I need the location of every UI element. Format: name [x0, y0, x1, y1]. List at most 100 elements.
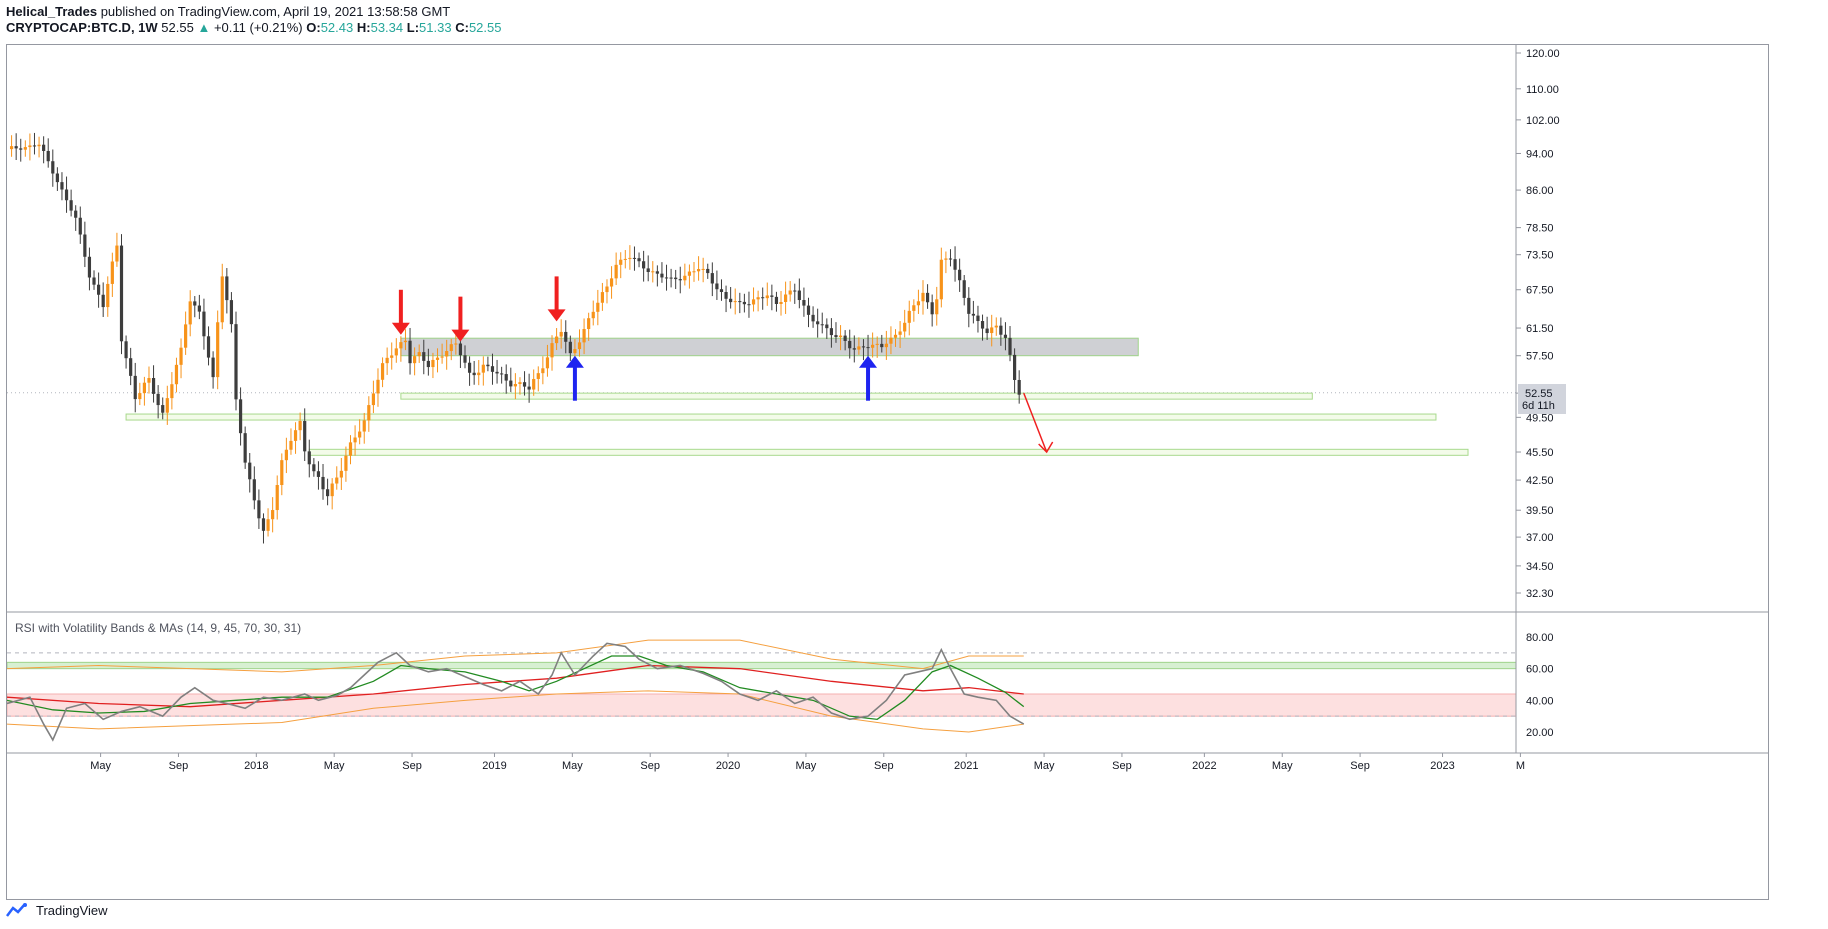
candle-up [445, 351, 449, 357]
rsi-band-lower [7, 690, 1024, 733]
candle-up [591, 311, 595, 319]
time-tick-label: 2020 [716, 760, 740, 772]
candle-up [165, 398, 169, 413]
candle-up [555, 336, 559, 344]
candle-up [898, 331, 902, 335]
candle-down [568, 341, 572, 354]
candle-down [97, 284, 101, 295]
rsi-tick-label: 60.00 [1526, 664, 1554, 676]
candle-down [248, 462, 252, 480]
candle-up [990, 327, 994, 334]
published-text: published on TradingView.com, April 19, … [100, 4, 451, 19]
ohlc-line: CRYPTOCAP:BTC.D, 1W 52.55 ▲ +0.11 (+0.21… [6, 20, 501, 36]
footer[interactable]: TradingView [6, 902, 108, 918]
candle-down [78, 217, 82, 235]
candle-up [435, 357, 440, 360]
candle-down [495, 371, 499, 374]
tradingview-logo-icon [6, 903, 27, 917]
candle-up [431, 359, 435, 368]
candle-down [715, 283, 719, 290]
candle-down [133, 375, 137, 400]
price-change: +0.11 (+0.21%) [213, 20, 303, 35]
time-tick-label: May [562, 760, 583, 772]
candle-up [935, 299, 939, 315]
candle-up [371, 393, 375, 406]
candle-down [83, 234, 87, 257]
candle-down [119, 245, 124, 342]
candle-down [706, 268, 710, 274]
candle-down [467, 362, 472, 373]
candle-down [422, 352, 426, 361]
candle-up [623, 258, 627, 260]
candle-down [793, 290, 797, 292]
publish-line: Helical_Trades published on TradingView.… [6, 4, 501, 20]
annotations [391, 276, 1054, 454]
zones [125, 337, 1469, 456]
candle-up [779, 301, 783, 304]
price-tick-label: 120.00 [1526, 48, 1560, 60]
candle-up [390, 355, 394, 358]
candle-up [394, 348, 398, 356]
candle-down [646, 268, 650, 273]
candle-down [742, 301, 746, 305]
chart-frame[interactable]: 80.00 60.00 40.00 20.00 120.00 110.00 102.00 9… [6, 44, 1769, 900]
candle-down [843, 335, 847, 341]
candle-up [784, 294, 788, 302]
candle-down [820, 324, 824, 326]
price-tag-countdown: 6d 11h [1522, 400, 1555, 412]
candle-down [46, 150, 50, 162]
candle-up [733, 301, 737, 303]
rsi-title[interactable]: RSI with Volatility Bands & MAs (14, 9, … [15, 621, 301, 635]
price-chart[interactable]: 80.00 60.00 40.00 20.00 120.00 110.00 102.00 9… [7, 45, 1768, 899]
candle-up [532, 378, 536, 390]
projection-arrow-line [1023, 392, 1048, 453]
candle-up [417, 352, 421, 357]
candle-down [971, 313, 975, 316]
candle-up [376, 379, 380, 394]
candle-down [729, 298, 733, 303]
candle-up [614, 264, 618, 279]
time-tick-label: Sep [169, 760, 189, 772]
candle-up [289, 440, 293, 450]
candle-down [303, 421, 307, 452]
candle-down [564, 331, 568, 342]
candle-up [174, 364, 179, 385]
candle-down [848, 340, 852, 349]
candle-up [179, 347, 183, 365]
candle-down [14, 146, 18, 149]
time-tick-label: 2022 [1192, 760, 1216, 772]
candle-down [426, 360, 430, 368]
candle-down [19, 148, 23, 150]
candle-up [293, 430, 298, 441]
time-tick-label: 2018 [244, 760, 268, 772]
chart-header: Helical_Trades published on TradingView.… [6, 4, 501, 36]
candle-down [32, 145, 37, 147]
author-name[interactable]: Helical_Trades [6, 4, 98, 19]
candle-down [724, 292, 728, 299]
candle-up [600, 292, 604, 303]
candle-down [509, 380, 513, 387]
candle-down [472, 372, 476, 376]
candle-down [834, 335, 838, 338]
candle-up [335, 477, 339, 484]
candle-down [866, 347, 870, 349]
candle-up [440, 356, 444, 358]
candle-up [939, 259, 943, 300]
candle-up [330, 483, 334, 497]
candle-up [413, 356, 417, 364]
candle-down [719, 289, 724, 293]
time-tick-label: May [90, 760, 111, 772]
candle-down [486, 364, 490, 367]
candle-down [816, 321, 820, 325]
candle-up [756, 297, 760, 300]
candle-up [110, 261, 114, 284]
candle-down [985, 328, 989, 334]
symbol-label[interactable]: CRYPTOCAP:BTC.D, 1W [6, 20, 158, 35]
candle-down [642, 261, 646, 269]
candle-up [692, 271, 696, 273]
candle-down [999, 325, 1003, 335]
candle-up [170, 384, 174, 399]
time-tick-label: 2021 [954, 760, 978, 772]
candle-up [9, 146, 14, 150]
candle-up [788, 290, 792, 295]
